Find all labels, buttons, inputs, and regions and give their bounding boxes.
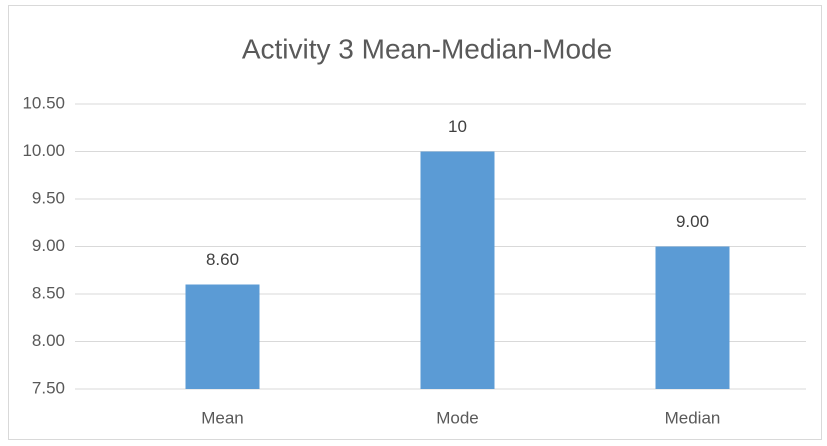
bar bbox=[655, 246, 730, 389]
x-tick-label: Mode bbox=[436, 408, 479, 427]
y-tick-label: 9.50 bbox=[32, 188, 65, 207]
y-tick-label: 9.00 bbox=[32, 236, 65, 255]
y-tick-label: 7.50 bbox=[32, 378, 65, 397]
bar bbox=[420, 151, 495, 389]
data-label: 8.60 bbox=[206, 250, 239, 269]
y-tick-label: 10.50 bbox=[22, 93, 65, 112]
x-tick-label: Mean bbox=[201, 408, 244, 427]
data-label: 9.00 bbox=[676, 212, 709, 231]
chart-title: Activity 3 Mean-Median-Mode bbox=[242, 33, 612, 64]
y-tick-label: 10.00 bbox=[22, 141, 65, 160]
y-tick-label: 8.50 bbox=[32, 283, 65, 302]
bar bbox=[185, 284, 260, 389]
x-tick-label: Median bbox=[665, 408, 721, 427]
data-label: 10 bbox=[448, 117, 467, 136]
y-tick-label: 8.00 bbox=[32, 331, 65, 350]
